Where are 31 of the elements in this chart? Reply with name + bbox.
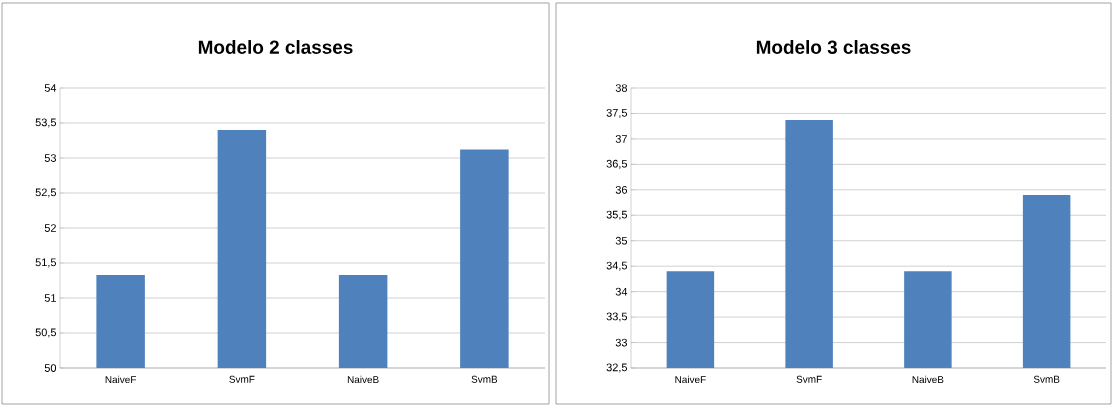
x-tick-label: SvmB [471, 375, 498, 383]
y-tick-label: 34 [615, 287, 628, 296]
y-tick-label: 35 [615, 236, 628, 245]
chart-title: Modelo 2 classes [198, 40, 353, 54]
x-tick-label: SvmF [229, 375, 255, 383]
y-tick-label: 33,5 [606, 312, 628, 322]
x-tick-label: NaiveB [912, 375, 944, 384]
y-tick-label: 51 [44, 294, 56, 302]
x-tick-label: NaiveF [105, 375, 136, 384]
x-tick-label: NaiveF [675, 375, 706, 384]
y-tick-label: 53,5 [35, 118, 57, 128]
y-tick-label: 35,5 [606, 210, 628, 220]
y-tick-label: 50 [44, 364, 57, 372]
y-tick-label: 52 [44, 224, 56, 232]
y-tick-label: 38 [615, 84, 627, 92]
y-tick-label: 54 [44, 84, 57, 92]
y-tick-label: 52,5 [35, 188, 57, 198]
y-tick-label: 50,5 [35, 328, 57, 338]
y-tick-label: 53 [44, 154, 56, 162]
y-tick-label: 36 [615, 185, 627, 194]
y-tick-label: 32,5 [606, 363, 628, 373]
y-tick-label: 51,5 [35, 258, 57, 268]
x-tick-label: NaiveB [347, 375, 379, 384]
y-tick-label: 34,5 [606, 261, 628, 271]
x-tick-label: SvmB [1033, 375, 1060, 383]
y-tick-label: 33 [615, 338, 627, 347]
y-tick-label: 36,5 [606, 159, 628, 169]
x-tick-label: SvmF [796, 375, 822, 383]
y-tick-label: 37 [615, 135, 627, 143]
chart-title: Modelo 3 classes [756, 40, 911, 54]
y-tick-label: 37,5 [606, 108, 628, 118]
